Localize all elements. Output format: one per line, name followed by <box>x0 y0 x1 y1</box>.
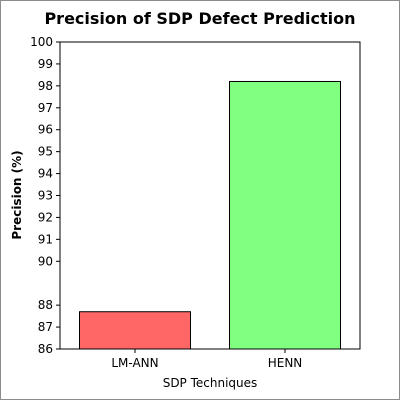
y-axis-label: Precision (%) <box>10 150 24 239</box>
bar-lm-ann <box>79 311 191 350</box>
chart-title: Precision of SDP Defect Prediction <box>44 9 355 28</box>
y-tick-label-92: 92 <box>38 210 53 224</box>
y-tick-label-87: 87 <box>38 320 53 334</box>
plot-area-border <box>59 41 361 350</box>
y-tick-label-96: 96 <box>38 123 53 137</box>
x-tick-label-henn: HENN <box>268 356 303 370</box>
y-tick-label-94: 94 <box>38 167 53 181</box>
x-tick-label-lm-ann: LM-ANN <box>111 356 158 370</box>
y-tick-label-100: 100 <box>30 35 53 49</box>
y-tick-label-88: 88 <box>38 298 53 312</box>
y-tick-label-98: 98 <box>38 79 53 93</box>
y-tick-label-90: 90 <box>38 254 53 268</box>
y-tick-label-91: 91 <box>38 232 53 246</box>
y-tick-label-95: 95 <box>38 145 53 159</box>
y-tick-label-86: 86 <box>38 342 53 356</box>
bar-henn <box>229 80 341 350</box>
y-tick-label-93: 93 <box>38 189 53 203</box>
y-axis-ticks: 86 87 88 90 91 92 93 94 95 96 97 98 99 100 <box>30 35 60 356</box>
y-tick-label-99: 99 <box>38 57 53 71</box>
y-tick-label-97: 97 <box>38 101 53 115</box>
bars <box>79 80 341 350</box>
x-axis-ticks: LM-ANN HENN <box>111 349 302 370</box>
x-axis-label: SDP Techniques <box>163 376 258 390</box>
